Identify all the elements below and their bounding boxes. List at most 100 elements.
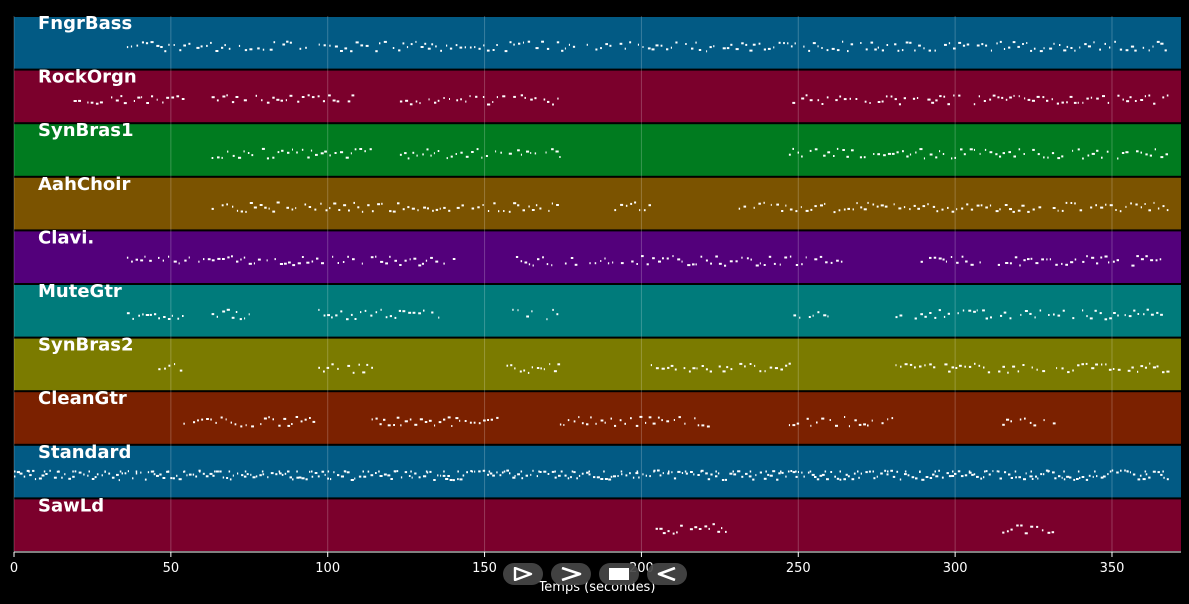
note [717, 472, 720, 475]
note [1109, 204, 1113, 207]
note [929, 153, 933, 156]
note [1143, 313, 1145, 316]
note [430, 256, 433, 259]
note [1047, 156, 1049, 159]
note [389, 255, 391, 258]
note [501, 471, 504, 474]
note [976, 44, 980, 47]
note [490, 418, 493, 421]
note [184, 259, 187, 262]
note [115, 99, 119, 102]
note [228, 47, 231, 50]
note [239, 318, 242, 321]
note [1103, 475, 1106, 478]
note [929, 477, 933, 479]
forward-button[interactable] [551, 563, 591, 585]
note-cluster [126, 255, 456, 267]
note [280, 99, 283, 102]
note [58, 470, 60, 473]
note [1105, 363, 1107, 366]
note [433, 152, 435, 155]
note [776, 478, 779, 481]
note [211, 313, 215, 316]
note [1096, 262, 1099, 265]
note [215, 50, 219, 52]
note [1085, 362, 1088, 365]
note [301, 148, 304, 151]
note [617, 475, 619, 477]
note [331, 316, 333, 319]
note [848, 425, 850, 428]
note [210, 418, 212, 421]
note [943, 315, 946, 318]
note [119, 470, 122, 473]
note [45, 473, 48, 475]
note [1084, 43, 1087, 46]
note [1116, 471, 1119, 474]
note [630, 202, 633, 205]
note [387, 474, 391, 477]
note [739, 362, 743, 365]
note [418, 264, 422, 267]
note [367, 470, 370, 473]
note [1010, 528, 1013, 531]
note [304, 203, 307, 206]
note [600, 260, 602, 262]
note [874, 48, 877, 51]
note [1081, 363, 1084, 366]
rewind-button[interactable] [647, 563, 687, 585]
note [307, 94, 310, 97]
note [425, 470, 428, 473]
note [443, 97, 445, 99]
note [1031, 99, 1035, 102]
note [1128, 315, 1132, 318]
note [240, 425, 243, 428]
note [132, 317, 134, 320]
note [451, 425, 453, 427]
note [773, 46, 775, 49]
note [438, 421, 442, 424]
note [1035, 475, 1037, 478]
note [519, 370, 522, 373]
note [236, 209, 239, 212]
note [821, 103, 824, 105]
note [952, 470, 954, 473]
note [334, 45, 338, 48]
note [364, 309, 367, 312]
play-button[interactable] [503, 563, 543, 585]
note [689, 528, 693, 531]
note [924, 315, 927, 318]
note [431, 43, 434, 46]
note [202, 472, 205, 475]
note [41, 474, 45, 477]
note [816, 478, 820, 481]
note [506, 469, 509, 472]
note [1066, 45, 1069, 48]
note [1144, 203, 1146, 205]
note [397, 202, 400, 205]
note [207, 258, 211, 261]
note [586, 43, 588, 46]
note [971, 473, 974, 476]
note [327, 470, 330, 473]
note [354, 318, 357, 320]
note [476, 148, 479, 151]
note [498, 210, 500, 213]
note [603, 470, 605, 473]
note [886, 44, 889, 46]
note [876, 475, 878, 478]
x-tick-label: 250 [786, 561, 811, 576]
note [261, 147, 265, 150]
note [845, 473, 848, 476]
note [564, 474, 567, 477]
note [982, 309, 985, 312]
note [973, 310, 976, 313]
note [520, 470, 523, 473]
note [380, 260, 384, 263]
note [1108, 368, 1112, 371]
note [625, 204, 628, 207]
stop-button[interactable] [599, 563, 639, 585]
note [909, 363, 913, 366]
note [1079, 476, 1081, 479]
note [556, 41, 560, 44]
